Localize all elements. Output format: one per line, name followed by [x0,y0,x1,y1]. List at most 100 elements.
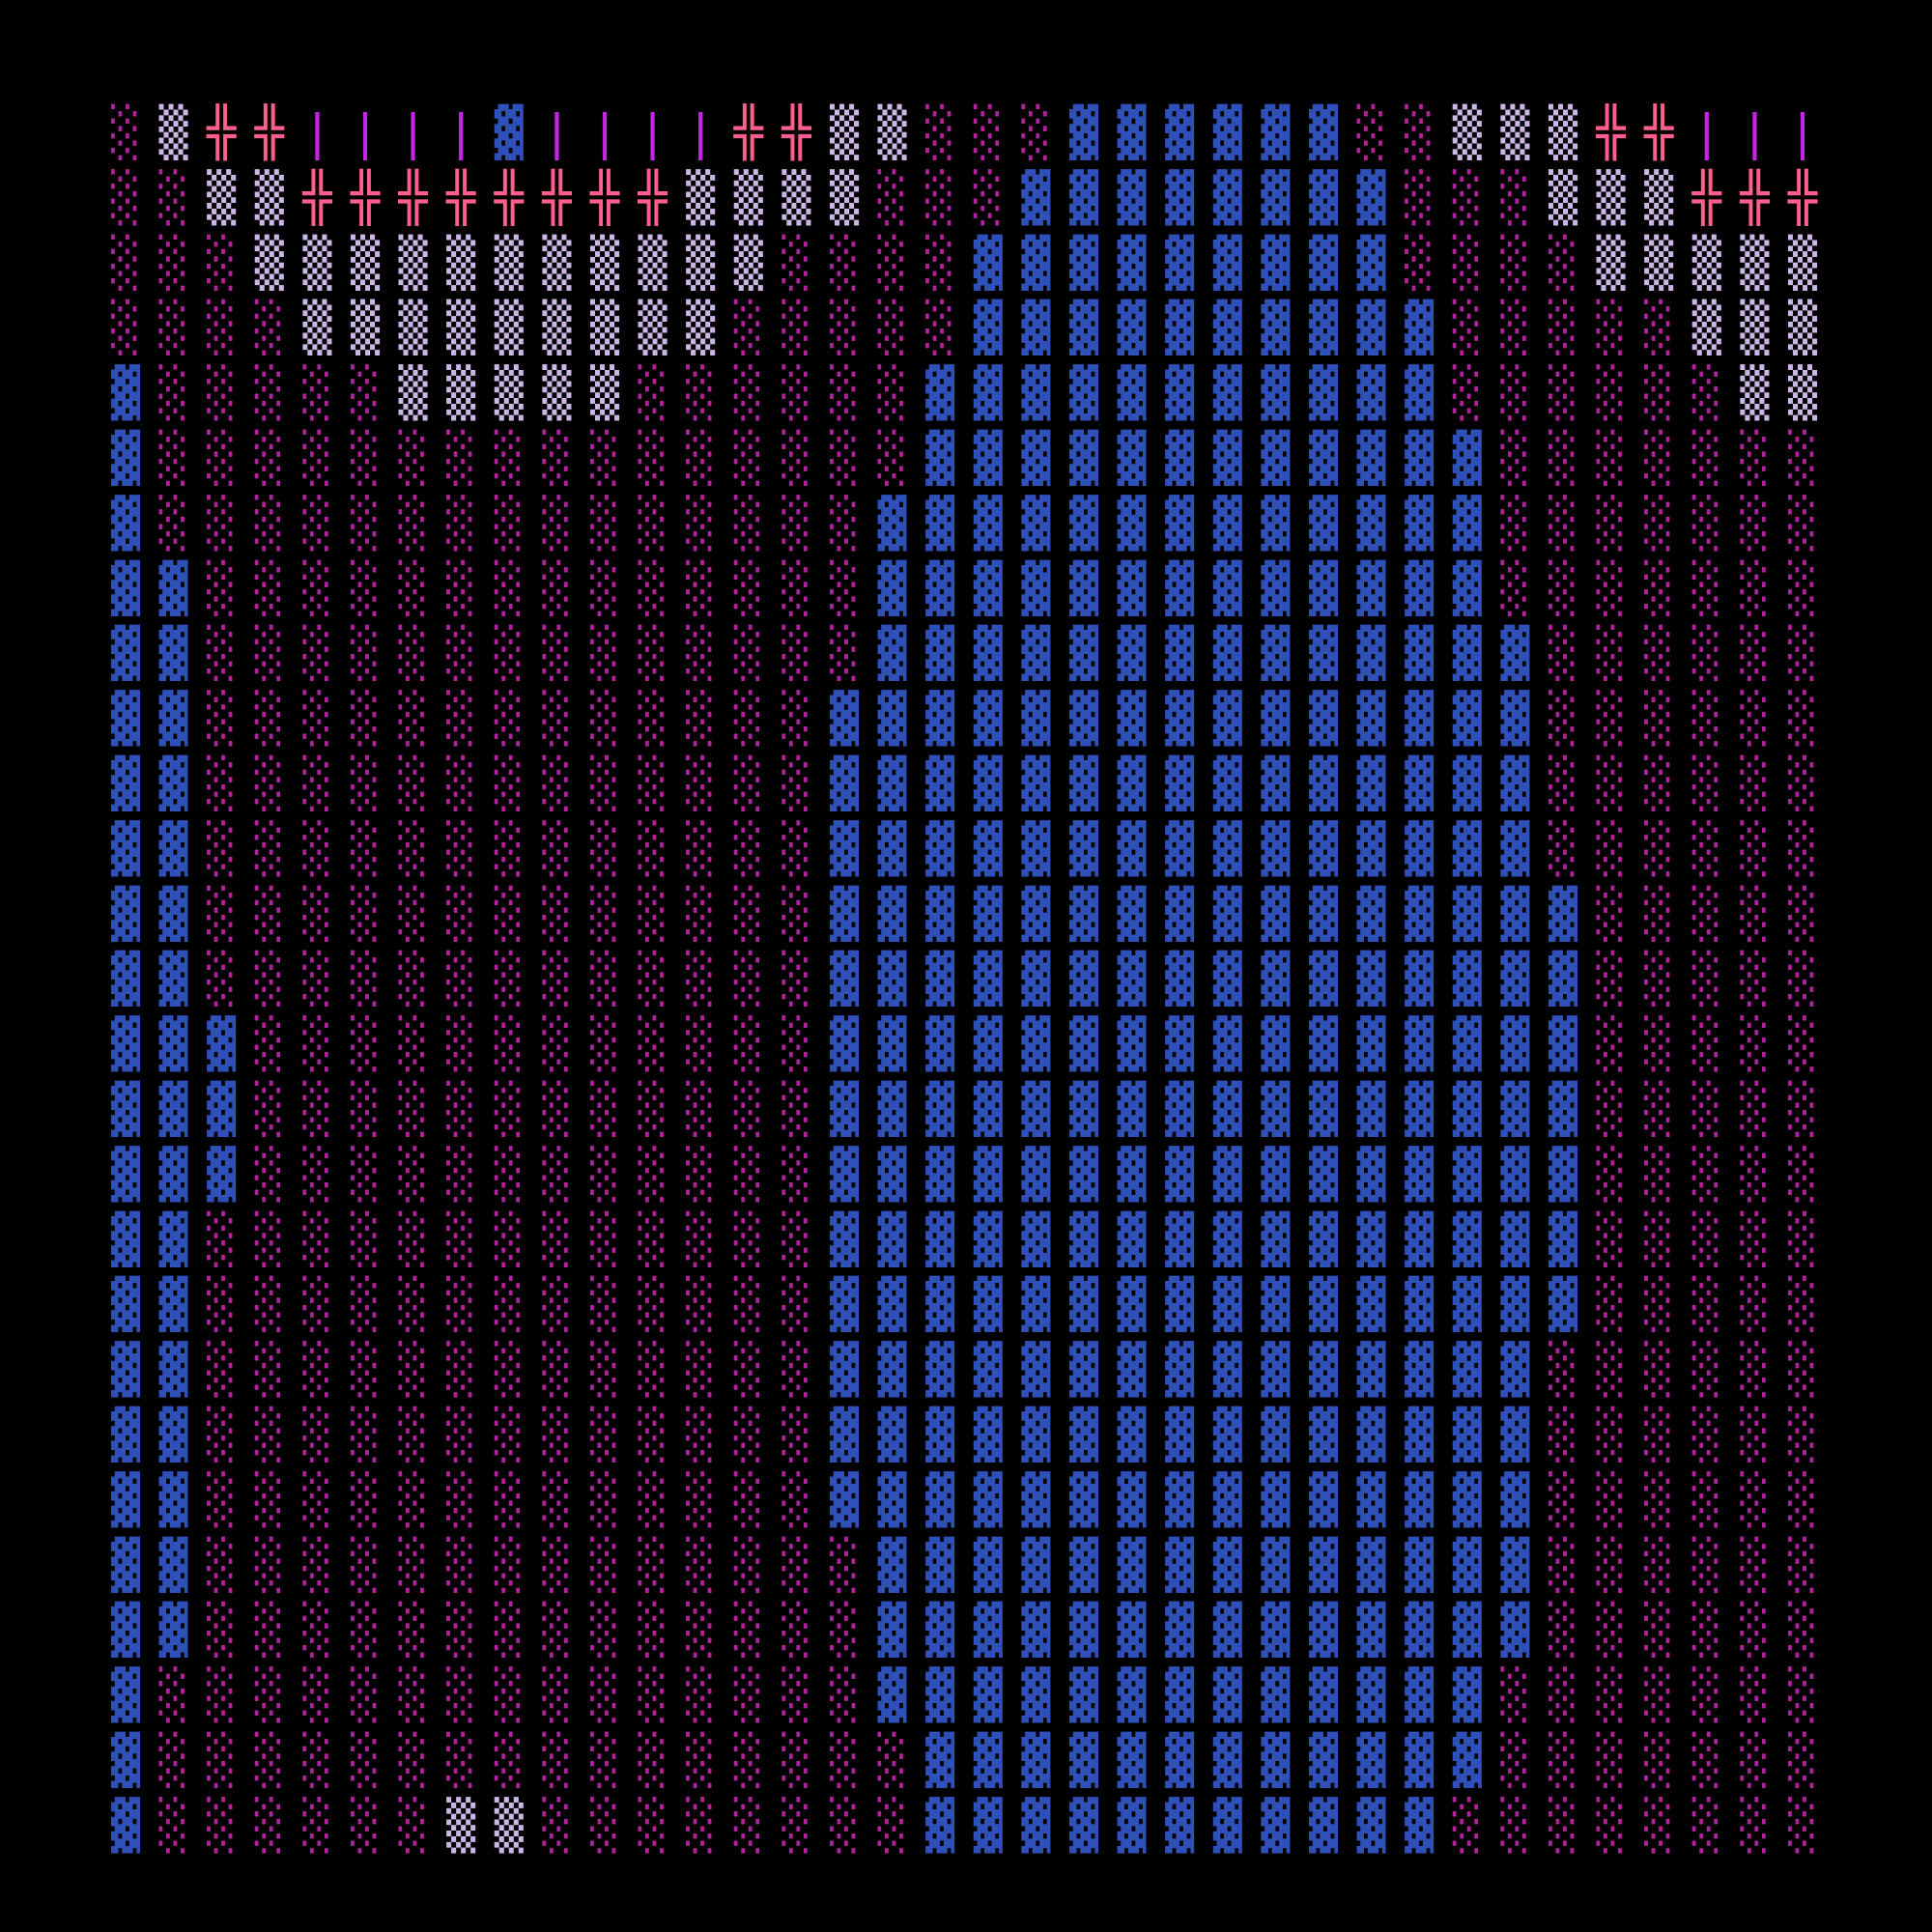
cell: ▓ [1165,103,1195,160]
cell: ▓ [1405,624,1435,681]
cell: ▒ [302,298,332,356]
cell: ░ [590,1601,619,1659]
cell: ▓ [1405,1406,1435,1463]
cell: ╬ [1691,168,1722,226]
cell: ▓ [1069,1341,1099,1398]
cell: ░ [542,494,571,552]
cell: ▓ [1069,950,1099,1007]
cell: ░ [399,559,428,617]
cell: ▓ [1309,624,1339,681]
cell: ░ [399,1341,428,1399]
cell: ░ [781,298,810,356]
cell: ▓ [1118,1536,1148,1593]
cell: ░ [1740,1145,1769,1203]
cell: ░ [399,624,428,682]
cell: ░ [351,1406,380,1463]
cell: ▓ [1309,494,1339,551]
cell: ▓ [1118,1080,1148,1137]
cell: ░ [781,494,810,552]
cell: ░ [351,1275,380,1333]
cell: ░ [1500,1666,1529,1724]
cell: ▒ [399,298,429,356]
cell: ░ [1788,754,1817,812]
cell: ░ [542,950,571,1008]
cell: ▓ [1357,1666,1387,1723]
cell: ▓ [1405,1210,1435,1267]
cell: ▓ [111,1796,141,1853]
cell: ░ [1597,1080,1626,1138]
cell: ░ [495,690,524,748]
cell: ░ [1548,819,1577,877]
cell: ░ [1788,559,1817,617]
cell: ╬ [445,168,476,226]
cell: ▒ [446,364,476,422]
cell: ▓ [1021,1015,1051,1072]
cell: ░ [1500,364,1529,422]
cell: ▓ [1118,1145,1148,1202]
cell: ▓ [1213,1796,1243,1853]
cell: | [446,104,475,160]
cell: ░ [1692,1210,1721,1268]
cell: ▓ [1309,1601,1339,1658]
cell: ▓ [1165,950,1195,1007]
cell: ░ [495,1666,524,1724]
cell: ▓ [1118,754,1148,811]
cell: ░ [495,1470,524,1528]
cell: ░ [1692,429,1721,487]
cell: ░ [734,1796,763,1854]
cell: ▓ [111,1015,141,1072]
cell: ░ [734,1666,763,1724]
cell: ▓ [1357,950,1387,1007]
cell: ▓ [1309,1341,1339,1398]
cell: ░ [495,1015,524,1073]
cell: ▓ [830,754,860,811]
cell: ░ [446,1731,475,1789]
cell: ░ [590,1080,619,1138]
cell: ▓ [1021,494,1051,551]
cell: ░ [1548,690,1577,748]
cell: ░ [399,1145,428,1203]
cell: ░ [781,819,810,877]
cell: ░ [351,1666,380,1724]
cell: ▓ [1021,1145,1051,1202]
cell: ▓ [1165,885,1195,942]
cell: ▓ [1500,624,1530,681]
cell: ▓ [1261,1470,1291,1527]
cell: ▓ [1261,624,1291,681]
cell: ▓ [1069,1406,1099,1463]
cell: ░ [639,1210,668,1268]
cell: ▓ [159,754,189,811]
cell: ░ [974,168,1003,226]
cell: ▓ [1453,1015,1483,1072]
cell: ▓ [1069,1536,1099,1593]
cell: ░ [1548,754,1577,812]
cell: ▓ [1357,298,1387,355]
cell: ▓ [1357,1145,1387,1202]
cell: ▒ [446,1796,476,1854]
cell: ░ [734,1406,763,1463]
cell: ░ [781,950,810,1008]
cell: ░ [639,624,668,682]
cell: ░ [446,690,475,748]
cell: ▒ [734,168,764,226]
cell: ░ [1692,1601,1721,1659]
cell: ▓ [159,624,189,681]
cell: ░ [1692,624,1721,682]
cell: ░ [734,1210,763,1268]
cell: ░ [781,1666,810,1724]
cell: ░ [1453,1796,1482,1854]
cell: ░ [351,1470,380,1528]
cell: ▓ [1261,819,1291,876]
cell: ▓ [974,234,1004,291]
cell: ░ [399,494,428,552]
cell: ░ [1644,1341,1673,1399]
cell: ░ [1597,1210,1626,1268]
cell: ░ [446,1406,475,1463]
cell: ▓ [1165,234,1195,291]
cell: ░ [1597,1731,1626,1789]
cell: ░ [830,1796,859,1854]
cell: ░ [686,1470,715,1528]
cell: ░ [255,885,284,943]
cell: ▓ [830,1470,860,1527]
cell: ░ [1548,494,1577,552]
